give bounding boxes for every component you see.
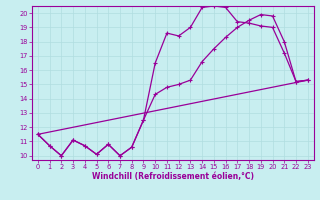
X-axis label: Windchill (Refroidissement éolien,°C): Windchill (Refroidissement éolien,°C)	[92, 172, 254, 181]
